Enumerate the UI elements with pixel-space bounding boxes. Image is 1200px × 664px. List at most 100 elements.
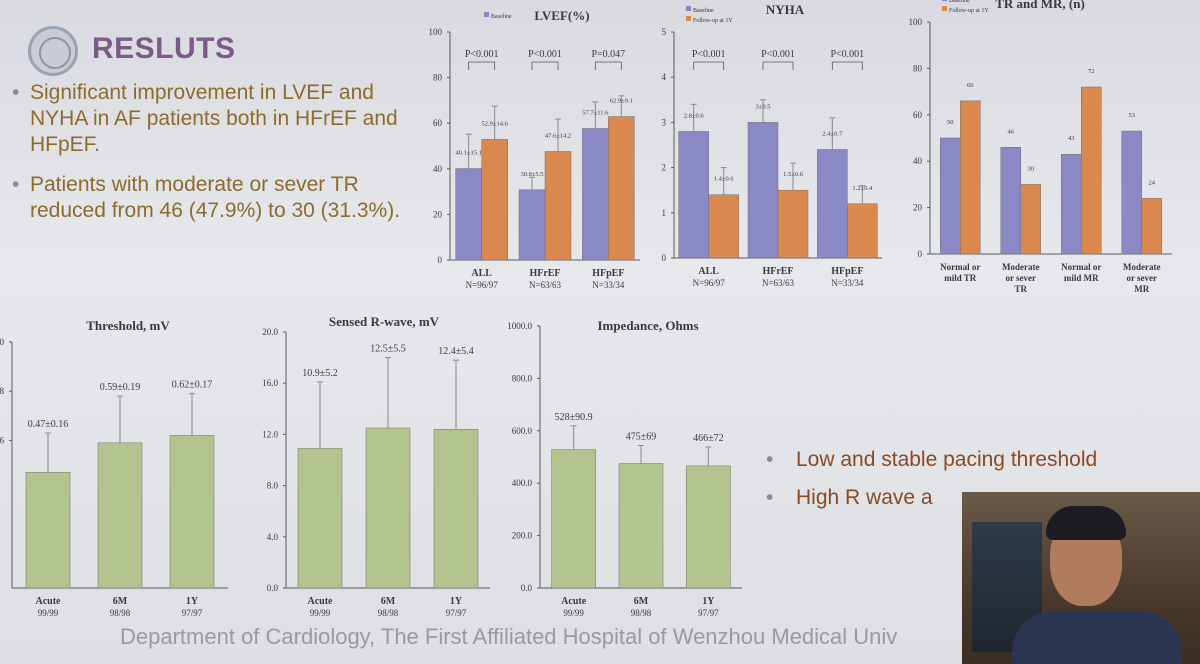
nyha-legend-swatch-1 bbox=[686, 16, 691, 21]
trmr-bar-1-0 bbox=[1000, 147, 1021, 255]
nyha-ytick-label: 4 bbox=[662, 72, 667, 82]
lvef-pvalue-0: P<0.001 bbox=[465, 49, 499, 60]
hospital-logo bbox=[28, 26, 78, 76]
nyha-category-sublabel-0: N=96/97 bbox=[693, 278, 726, 288]
nyha-ytick-label: 0 bbox=[662, 253, 667, 263]
nyha-category-label-1: HFrEF bbox=[762, 266, 793, 277]
threshold-bar-1-0 bbox=[97, 442, 143, 589]
rwave-bar-1-0 bbox=[365, 427, 411, 589]
right-bullets: Low and stable pacing threshold High R w… bbox=[766, 446, 1186, 522]
rwave-category-sublabel-1: 98/98 bbox=[378, 608, 399, 618]
trmr-ytick-label: 0 bbox=[918, 249, 923, 259]
threshold-data-label-2-0: 0.62±0.17 bbox=[172, 380, 213, 391]
rwave-ytick-label: 0.0 bbox=[267, 583, 279, 593]
rwave-ytick-label: 8.0 bbox=[267, 481, 279, 491]
lvef-data-label-2-1: 62.9±9.1 bbox=[610, 98, 633, 105]
lvef-data-label-1-1: 47.6±14.2 bbox=[545, 132, 571, 139]
rwave-category-label-2: 1Y bbox=[450, 596, 463, 607]
nyha-category-sublabel-1: N=63/63 bbox=[762, 278, 795, 288]
impedance-data-label-0-0: 528±90.9 bbox=[555, 412, 593, 423]
nyha-bar-1-1 bbox=[777, 189, 809, 259]
impedance-bar-2-0 bbox=[686, 465, 731, 589]
trmr-bar-2-0 bbox=[1061, 153, 1082, 255]
lvef-bar-1-0 bbox=[518, 189, 546, 261]
presenter-hair bbox=[1046, 506, 1126, 540]
lvef-category-label-1: HFrEF bbox=[529, 268, 560, 279]
trmr-data-label-3-0: 53 bbox=[1129, 112, 1136, 119]
lvef-ytick-label: 100 bbox=[429, 27, 443, 37]
presenter-body bbox=[1012, 612, 1182, 664]
nyha-bar-2-0 bbox=[817, 149, 848, 259]
nyha-title: NYHA bbox=[766, 2, 805, 17]
trmr-legend-swatch-0 bbox=[942, 0, 947, 1]
impedance-category-label-0: Acute bbox=[561, 596, 587, 607]
threshold-category-label-2: 1Y bbox=[186, 596, 199, 607]
nyha-bar-1-0 bbox=[747, 122, 779, 259]
lvef-bar-2-0 bbox=[582, 128, 609, 261]
threshold-ytick-label: .8 bbox=[0, 386, 5, 396]
nyha-bar-2-1 bbox=[847, 203, 878, 259]
lvef-category-sublabel-0: N=96/97 bbox=[466, 280, 499, 290]
bullet-lvef-nyha: Significant improvement in LVEF and NYHA… bbox=[12, 80, 432, 158]
lvef-category-label-2: HFpEF bbox=[592, 268, 624, 279]
threshold-category-label-0: Acute bbox=[36, 596, 62, 607]
nyha-bar-0-1 bbox=[708, 194, 739, 259]
lvef-bar-1-1 bbox=[544, 151, 572, 261]
trmr-legend-label-1: Follow-up at 1Y bbox=[949, 8, 989, 14]
lvef-legend-label-0: Baseline bbox=[491, 14, 512, 20]
trmr-legend-swatch-1 bbox=[942, 6, 947, 11]
rwave-data-label-1-0: 12.5±5.5 bbox=[370, 344, 406, 355]
presenter-webcam bbox=[962, 492, 1200, 664]
trmr-title: TR and MR, (n) bbox=[995, 0, 1085, 11]
nyha-legend-label-0: Baseline bbox=[693, 8, 714, 14]
impedance-title: Impedance, Ohms bbox=[597, 318, 698, 333]
nyha-category-label-0: ALL bbox=[698, 266, 719, 277]
trmr-bar-0-0 bbox=[940, 137, 961, 255]
nyha-data-label-2-0: 2.4±0.7 bbox=[822, 131, 843, 138]
trmr-ytick-label: 80 bbox=[913, 63, 923, 73]
impedance-category-label-1: 6M bbox=[634, 596, 649, 607]
rwave-ytick-label: 12.0 bbox=[262, 429, 278, 439]
lvef-pvalue-bracket-0 bbox=[468, 61, 496, 70]
trmr-bar-1-1 bbox=[1020, 184, 1041, 255]
trmr-category-label-0: Normal or mild TR bbox=[940, 262, 980, 283]
rwave-category-label-0: Acute bbox=[308, 596, 334, 607]
lvef-bar-0-1 bbox=[481, 139, 508, 261]
trmr-legend-label-0: Baseline bbox=[949, 0, 970, 4]
impedance-ytick-label: 800.0 bbox=[512, 373, 533, 383]
trmr-bar-3-0 bbox=[1121, 130, 1142, 255]
lvef-data-label-2-0: 57.7±11.6 bbox=[582, 109, 609, 116]
slide-title: RESLUTS bbox=[92, 32, 236, 65]
threshold-bar-2-0 bbox=[169, 435, 215, 589]
nyha-legend-label-1: Follow-up at 1Y bbox=[693, 18, 733, 24]
lvef-ytick-label: 60 bbox=[433, 118, 443, 128]
rwave-category-sublabel-0: 99/99 bbox=[310, 608, 331, 618]
trmr-data-label-2-0: 43 bbox=[1068, 135, 1075, 142]
nyha-pvalue-bracket-2 bbox=[831, 61, 863, 70]
impedance-ytick-label: 600.0 bbox=[512, 426, 533, 436]
impedance-category-sublabel-1: 98/98 bbox=[631, 608, 652, 618]
rwave-data-label-2-0: 12.4±5.4 bbox=[438, 346, 474, 357]
nyha-data-label-0-0: 2.8±0.6 bbox=[684, 112, 705, 119]
trmr-bar-3-1 bbox=[1141, 198, 1162, 255]
trmr-bar-2-1 bbox=[1081, 86, 1102, 255]
left-bullets: Significant improvement in LVEF and NYHA… bbox=[12, 80, 432, 238]
impedance-ytick-label: 200.0 bbox=[512, 531, 533, 541]
bullet-rwave: High R wave a bbox=[766, 484, 1186, 512]
lvef-pvalue-2: P=0.047 bbox=[591, 49, 625, 60]
rwave-data-label-0-0: 10.9±5.2 bbox=[302, 368, 338, 379]
rwave-category-sublabel-2: 97/97 bbox=[446, 608, 467, 618]
nyha-ytick-label: 3 bbox=[662, 117, 667, 127]
nyha-data-label-0-1: 1.4±0.6 bbox=[714, 176, 735, 183]
nyha-pvalue-bracket-1 bbox=[762, 61, 794, 70]
lvef-pvalue-bracket-2 bbox=[594, 61, 622, 70]
nyha-data-label-1-1: 1.5±0.6 bbox=[783, 171, 804, 178]
trmr-ytick-label: 60 bbox=[913, 110, 923, 120]
impedance-bar-0-0 bbox=[551, 449, 596, 589]
rwave-title: Sensed R-wave, mV bbox=[329, 314, 440, 329]
trmr-ytick-label: 20 bbox=[913, 203, 923, 213]
nyha-pvalue-0: P<0.001 bbox=[692, 49, 726, 60]
impedance-ytick-label: 400.0 bbox=[512, 478, 533, 488]
lvef-bar-2-1 bbox=[608, 116, 635, 261]
